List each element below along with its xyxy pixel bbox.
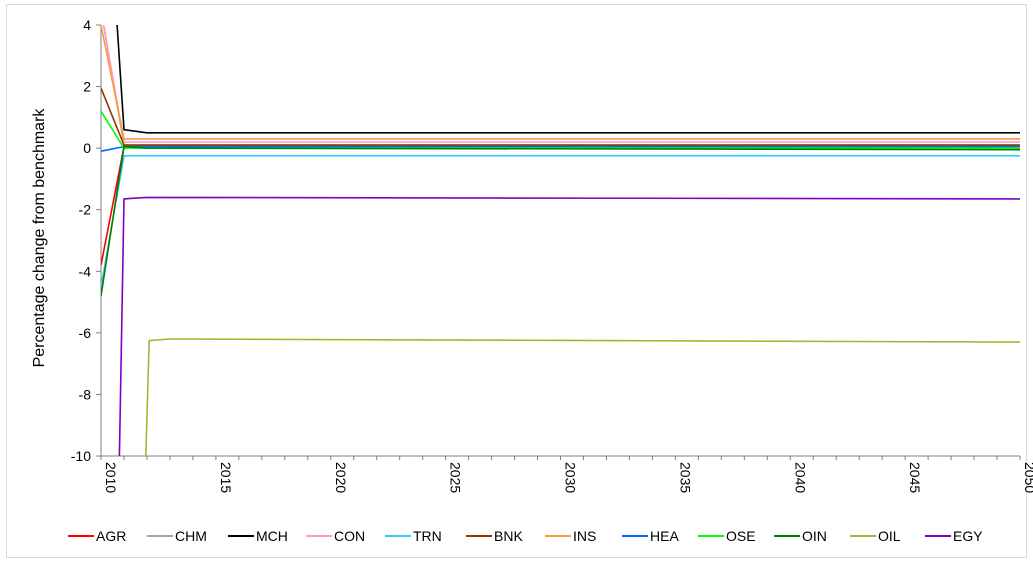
legend-label-ose: OSE xyxy=(726,528,756,544)
x-tick-label: 2020 xyxy=(333,462,349,493)
y-tick-label: 4 xyxy=(83,17,91,33)
x-tick-label: 2015 xyxy=(218,462,234,493)
legend-label-ins: INS xyxy=(573,528,596,544)
series-line-bnk xyxy=(101,87,1020,146)
series-line-egy xyxy=(118,196,1020,456)
series-line-con xyxy=(102,25,1020,143)
series-line-chm xyxy=(102,25,1020,146)
y-tick-label: -4 xyxy=(79,263,92,279)
legend-label-oil: OIL xyxy=(878,528,901,544)
x-tick-label: 2045 xyxy=(907,462,923,493)
series-line-ins xyxy=(101,25,1020,140)
legend-label-chm: CHM xyxy=(175,528,207,544)
series-line-trn xyxy=(101,155,1020,287)
y-tick-label: 2 xyxy=(83,79,91,95)
series-line-agr xyxy=(101,145,1020,266)
x-tick-label: 2035 xyxy=(677,462,693,493)
series-line-mch xyxy=(115,25,1020,134)
x-tick-label: 2040 xyxy=(792,462,808,493)
y-tick-label: -8 xyxy=(79,386,92,402)
x-tick-label: 2050 xyxy=(1022,462,1033,493)
series-line-oil xyxy=(145,338,1020,456)
x-tick-label: 2010 xyxy=(103,462,119,493)
chart-frame xyxy=(6,4,1027,558)
y-axis-label: Percentage change from benchmark xyxy=(31,108,48,368)
legend-label-oin: OIN xyxy=(802,528,827,544)
legend-label-hea: HEA xyxy=(650,528,679,544)
legend-label-egy: EGY xyxy=(953,528,983,544)
legend-label-agr: AGR xyxy=(96,528,126,544)
y-tick-label: -2 xyxy=(79,202,92,218)
y-tick-label: -6 xyxy=(79,325,92,341)
x-tick-label: 2025 xyxy=(448,462,464,493)
series-line-oin xyxy=(101,145,1020,297)
x-tick-label: 2030 xyxy=(563,462,579,493)
legend-label-trn: TRN xyxy=(413,528,442,544)
legend-label-mch: MCH xyxy=(256,528,288,544)
y-tick-label: -10 xyxy=(71,448,91,464)
y-tick-label: 0 xyxy=(83,140,91,156)
legend-label-con: CON xyxy=(334,528,365,544)
legend-label-bnk: BNK xyxy=(494,528,523,544)
